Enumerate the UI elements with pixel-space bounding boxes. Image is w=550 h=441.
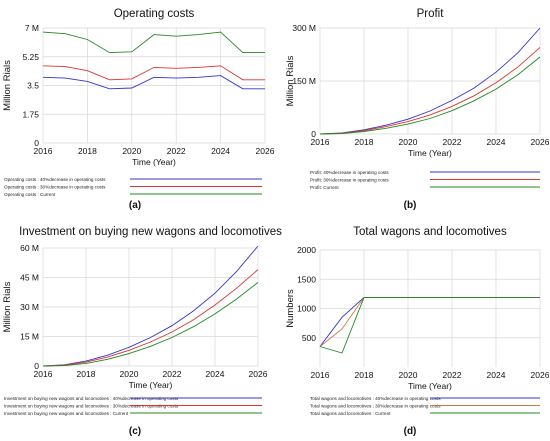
x-tick-label: 2026 [531, 137, 550, 147]
chart-title: Operating costs [114, 8, 195, 20]
panel-caption: (c) [129, 426, 141, 437]
chart-panel-0: Operating costs 2016 2018 2020 2022 2024 2026 0… [2, 8, 275, 211]
legend-entry-label: Total wagons and locomotives : 40%decrea… [310, 396, 441, 401]
x-tick-label: 2026 [531, 370, 550, 380]
y-tick-label: 0 [34, 361, 39, 371]
chart-panel-2: Investment on buying new wagons and loco… [2, 226, 282, 437]
x-tick-label: 2022 [167, 146, 186, 156]
chart-title: Profit [417, 8, 445, 20]
series-line-0 [42, 245, 259, 367]
x-tick-label: 2020 [122, 146, 141, 156]
x-tick-label: 2018 [77, 369, 96, 379]
y-tick-label: 1000 [297, 304, 316, 314]
x-tick-label: 2020 [399, 137, 418, 147]
y-tick-label: 7 M [25, 23, 39, 33]
x-tick-label: 2018 [355, 370, 374, 380]
panel-caption: (a) [129, 200, 141, 211]
y-tick-label: 1.75 [22, 109, 39, 119]
y-tick-label: 15 M [20, 332, 39, 342]
x-tick-label: 2016 [34, 146, 53, 156]
x-tick-label: 2020 [120, 369, 139, 379]
x-tick-label: 2016 [311, 370, 330, 380]
y-tick-label: 0 [34, 138, 39, 148]
x-axis-label: Time (Year) [129, 380, 173, 390]
y-tick-label: 60 M [20, 243, 39, 253]
series-line-0 [319, 296, 540, 347]
x-tick-label: 2024 [487, 370, 506, 380]
x-tick-label: 2016 [311, 137, 330, 147]
series-line-1 [42, 65, 265, 81]
x-tick-label: 2022 [443, 370, 462, 380]
series-line-2 [42, 282, 259, 367]
y-tick-label: 45 M [20, 273, 39, 283]
legend-entry-label: Total wagons and locomotives : 30%decrea… [310, 404, 441, 409]
legend-entry-label: Operating costs : Current [4, 192, 56, 197]
x-tick-label: 2022 [443, 137, 462, 147]
y-tick-label: 3.5 [27, 81, 39, 91]
x-tick-label: 2020 [399, 370, 418, 380]
panel-caption: (d) [404, 426, 417, 437]
legend-entry-label: Operating costs : 40%decrease in operati… [4, 177, 106, 182]
chart-title: Investment on buying new wagons and loco… [19, 226, 282, 238]
y-tick-label: 30 M [20, 302, 39, 312]
series-line-1 [319, 47, 541, 135]
y-tick-label: 5.25 [22, 52, 39, 62]
y-tick-label: 1500 [297, 274, 316, 284]
x-tick-label: 2026 [249, 369, 268, 379]
legend-entry-label: Operating costs : 30%decrease in operati… [4, 185, 106, 190]
y-tick-label: 150 M [292, 76, 316, 86]
chart-title: Total wagons and locomotives [353, 226, 507, 238]
x-tick-label: 2016 [34, 369, 53, 379]
series-line-1 [42, 269, 259, 367]
x-tick-label: 2026 [256, 146, 275, 156]
legend-entry-label: Profit: Current [310, 185, 339, 190]
legend-entry-label: Investment on buying new wagons and loco… [4, 404, 179, 409]
legend-entry-label: Profit: 40%decrease in operating costs [310, 170, 389, 175]
x-tick-label: 2024 [206, 369, 225, 379]
y-axis-label: Million Rials [2, 281, 13, 332]
x-tick-label: 2018 [78, 146, 97, 156]
legend-entry-label: Investment on buying new wagons and loco… [4, 411, 129, 416]
legend-entry-label: Profit: 30%decrease in operating costs [310, 178, 389, 183]
x-tick-label: 2022 [163, 369, 182, 379]
x-tick-label: 2024 [487, 137, 506, 147]
y-tick-label: 2000 [297, 245, 316, 255]
series-line-0 [319, 27, 541, 135]
y-axis-label: Million Rials [2, 60, 13, 111]
y-tick-label: 500 [302, 333, 316, 343]
chart-panel-3: Total wagons and locomotives 2016 2018 2020… [285, 226, 550, 437]
legend-entry-label: Total wagons and locomotives : Current [310, 411, 391, 416]
y-tick-label: 300 M [292, 23, 316, 33]
series-line-0 [42, 75, 265, 90]
series-line-2 [42, 31, 265, 54]
series-line-1 [319, 296, 540, 347]
legend-entry-label: Investment on buying new wagons and loco… [4, 396, 179, 401]
x-axis-label: Time (Year) [132, 157, 176, 167]
x-axis-label: Time (Year) [408, 381, 452, 391]
series-line-2 [319, 296, 540, 354]
chart-panel-1: Profit 2016 2018 2020 2022 2024 2026 0 150 M 300 … [285, 8, 550, 211]
panel-caption: (b) [404, 200, 417, 211]
y-axis-label: Million Rials [285, 55, 296, 106]
x-axis-label: Time (Year) [408, 148, 452, 158]
x-tick-label: 2024 [211, 146, 230, 156]
y-axis-label: Numbers [285, 289, 296, 328]
y-tick-label: 0 [311, 129, 316, 139]
x-tick-label: 2018 [355, 137, 374, 147]
series-line-2 [319, 56, 541, 135]
